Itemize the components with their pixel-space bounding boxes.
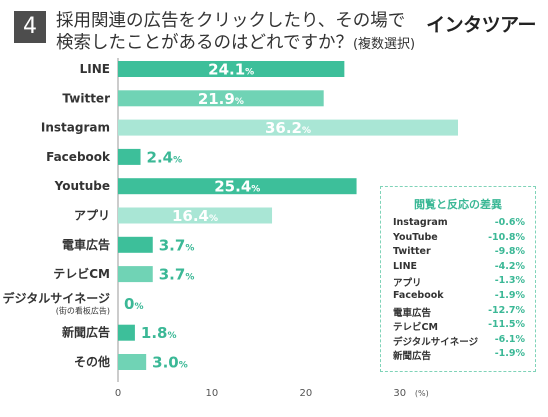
diff-row-label: YouTube bbox=[393, 231, 438, 243]
value-label: 21.9% bbox=[198, 90, 244, 108]
category-label: テレビCM bbox=[53, 266, 110, 281]
category-label: Facebook bbox=[46, 150, 111, 164]
diff-row-value: -1.9% bbox=[494, 290, 525, 301]
diff-row: Facebook -1.9% bbox=[393, 290, 525, 303]
diff-row: デジタルサイネージ -6.1% bbox=[393, 333, 525, 348]
value-unit: % bbox=[134, 302, 143, 312]
diff-box-title: 閲覧と反応の差異 bbox=[414, 198, 502, 211]
category-label: その他 bbox=[74, 354, 110, 369]
diff-row: 新聞広告 -1.9% bbox=[393, 348, 525, 363]
category-label: アプリ bbox=[74, 208, 110, 223]
diff-row-value: -6.1% bbox=[494, 333, 525, 345]
x-tick-label: 20 bbox=[299, 388, 312, 399]
category-label: Twitter bbox=[62, 91, 110, 105]
diff-row-value: -1.9% bbox=[494, 348, 525, 360]
question-title-note: (複数選択) bbox=[352, 37, 416, 52]
bar bbox=[118, 148, 141, 165]
x-tick-label: 10 bbox=[206, 388, 219, 399]
diff-row-label: アプリ bbox=[393, 278, 422, 290]
question-title-line1: 採用関連の広告をクリックしたり、その場で bbox=[56, 11, 406, 31]
diff-row-value: -12.7% bbox=[488, 304, 525, 316]
bar bbox=[118, 266, 153, 283]
diff-row-label: LINE bbox=[393, 260, 418, 272]
value-unit: % bbox=[235, 97, 244, 107]
diff-row-value: -11.5% bbox=[488, 319, 525, 331]
bar bbox=[118, 119, 458, 136]
value-label: 25.4% bbox=[214, 178, 260, 196]
diff-row-label: Twitter bbox=[393, 246, 431, 258]
diff-row: 電車広告 -12.7% bbox=[393, 304, 525, 319]
bar bbox=[118, 61, 345, 77]
question-title-line2: 検索したことがあるのはどれですか？(複数選択) bbox=[56, 29, 415, 54]
diff-row: YouTube -10.8% bbox=[393, 232, 525, 245]
diff-row-label: 電車広告 bbox=[393, 307, 432, 319]
category-label: Youtube bbox=[54, 179, 110, 193]
diff-row: テレビCM -11.5% bbox=[393, 319, 525, 334]
category-label: LINE bbox=[80, 62, 110, 76]
diff-box: 閲覧と反応の差異 Instagram -0.6% YouTube -10.8% Twit… bbox=[380, 186, 536, 372]
diff-row-label: Facebook bbox=[393, 290, 444, 301]
value-unit: % bbox=[173, 155, 182, 165]
question-title-text: 検索したことがあるのはどれですか？ bbox=[56, 33, 353, 53]
category-label: 新聞広告 bbox=[62, 325, 110, 340]
diff-row: Twitter -9.8% bbox=[393, 246, 525, 259]
diff-row: アプリ -1.3% bbox=[393, 275, 525, 290]
value-unit: % bbox=[185, 273, 194, 283]
value-unit: % bbox=[167, 331, 176, 341]
bar bbox=[118, 207, 273, 224]
value-label: 2.4% bbox=[147, 148, 183, 166]
diff-row: Instagram -0.6% bbox=[393, 217, 525, 230]
bar bbox=[118, 236, 153, 253]
question-number: 4 bbox=[14, 11, 46, 43]
value-label: 0% bbox=[124, 295, 143, 313]
value-label: 3.7% bbox=[159, 266, 195, 284]
diff-row-label: テレビCM bbox=[393, 322, 438, 334]
diff-row-value: -4.2% bbox=[494, 260, 525, 272]
diff-row-label: 新聞広告 bbox=[393, 351, 432, 363]
diff-row-label: デジタルサイネージ bbox=[393, 336, 479, 348]
value-unit: % bbox=[179, 361, 188, 371]
bar bbox=[118, 324, 135, 341]
diff-row-value: -10.8% bbox=[488, 231, 525, 243]
bar bbox=[118, 90, 324, 107]
diff-row-value: -9.8% bbox=[494, 246, 525, 258]
value-unit: % bbox=[209, 214, 218, 224]
category-label: 電車広告 bbox=[62, 237, 110, 252]
value-unit: % bbox=[251, 185, 260, 195]
category-label: デジタルサイネージ bbox=[2, 290, 110, 305]
value-unit: % bbox=[185, 243, 194, 253]
value-label: 3.7% bbox=[159, 236, 195, 254]
value-label: 1.8% bbox=[141, 324, 177, 342]
value-label: 36.2% bbox=[265, 119, 311, 137]
x-tick-label: 30 bbox=[393, 388, 406, 399]
x-unit-label: (%) bbox=[415, 389, 429, 398]
value-unit: % bbox=[245, 68, 254, 78]
diff-row-value: -1.3% bbox=[494, 275, 525, 287]
value-label: 3.0% bbox=[152, 354, 188, 372]
bar bbox=[118, 354, 147, 370]
category-sublabel: (街の看板広告) bbox=[56, 305, 110, 315]
bar bbox=[118, 178, 357, 195]
diff-row: LINE -4.2% bbox=[393, 261, 525, 274]
x-tick-label: 0 bbox=[115, 388, 121, 399]
value-unit: % bbox=[302, 126, 311, 136]
value-label: 16.4% bbox=[172, 207, 218, 225]
diff-row-label: Instagram bbox=[393, 217, 448, 228]
value-label: 24.1% bbox=[208, 61, 254, 79]
category-label: Instagram bbox=[41, 121, 110, 135]
diff-row-value: -0.6% bbox=[494, 217, 525, 228]
brand-logo: インタツアー bbox=[426, 14, 536, 36]
